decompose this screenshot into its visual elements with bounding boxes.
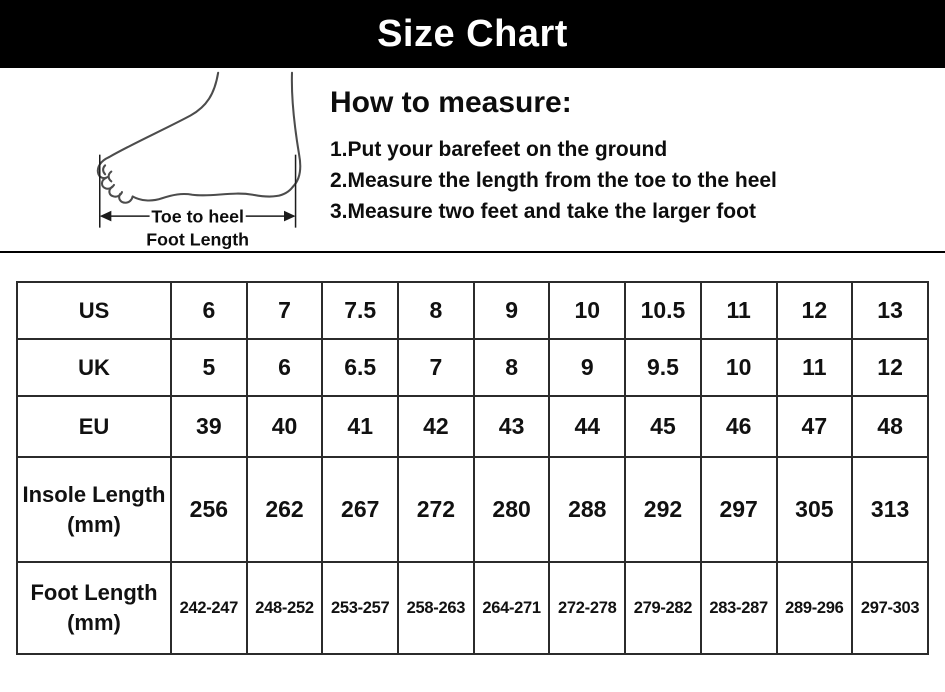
size-cell-us-4: 9 [472,281,551,340]
size-cell-foot-length-0: 242-247 [170,561,248,655]
size-cell-us-5: 10 [548,281,627,340]
size-cell-foot-length-4: 264-271 [472,561,551,655]
table-row-uk: UK 5 6 6.5 7 8 9 9.5 10 11 12 [16,338,929,397]
size-cell-uk-1: 6 [245,338,324,397]
size-cell-foot-length-1: 248-252 [245,561,324,655]
row-header-foot-length: Foot Length (mm) [16,561,172,655]
size-cell-insole-length-8: 305 [775,456,854,563]
size-cell-insole-length-0: 256 [170,456,248,563]
size-cell-foot-length-5: 272-278 [548,561,627,655]
size-cell-uk-2: 6.5 [321,338,400,397]
size-cell-uk-9: 12 [851,338,929,397]
size-cell-insole-length-1: 262 [245,456,324,563]
foot-outline-icon: Toe to heel Foot Length [96,71,302,249]
arrow-label: Toe to heel [151,206,244,226]
row-header-uk: UK [16,338,172,397]
size-table-body: US 6 7 7.5 8 9 10 10.5 11 12 13 UK 5 6 6.5 7 8 9 9.5 10 11 12… [16,281,929,655]
how-to-measure: How to measure: 1.Put your barefeet on t… [330,86,777,227]
size-cell-eu-6: 45 [624,395,702,458]
size-cell-eu-2: 41 [321,395,400,458]
size-cell-insole-length-2: 267 [321,456,400,563]
size-cell-insole-length-9: 313 [851,456,929,563]
measure-step-3: 3.Measure two feet and take the larger f… [330,200,756,223]
size-cell-us-6: 10.5 [624,281,702,340]
size-cell-uk-5: 9 [548,338,627,397]
size-cell-us-3: 8 [397,281,475,340]
row-header-insole-length: Insole Length (mm) [16,456,172,563]
size-cell-insole-length-4: 280 [472,456,551,563]
size-cell-uk-6: 9.5 [624,338,702,397]
size-cell-us-1: 7 [245,281,324,340]
size-cell-foot-length-8: 289-296 [775,561,854,655]
size-cell-foot-length-7: 283-287 [699,561,778,655]
size-cell-us-8: 12 [775,281,854,340]
size-cell-eu-8: 47 [775,395,854,458]
size-cell-insole-length-3: 272 [397,456,475,563]
size-cell-uk-0: 5 [170,338,248,397]
size-cell-uk-7: 10 [699,338,778,397]
size-cell-eu-3: 42 [397,395,475,458]
size-cell-uk-8: 11 [775,338,854,397]
arrowhead-right [283,210,296,222]
foot-measure-diagram: Toe to heel Foot Length [96,71,310,249]
how-to-heading: How to measure: [330,86,572,119]
size-cell-us-0: 6 [170,281,248,340]
size-cell-uk-3: 7 [397,338,475,397]
table-row-foot-length: Foot Length (mm) 242-247 248-252 253-257 258… [16,561,929,655]
size-cell-foot-length-6: 279-282 [624,561,702,655]
size-table-wrap: US 6 7 7.5 8 9 10 10.5 11 12 13 UK 5 6 6.5 7 8 9 9.5 10 11 12… [16,281,945,655]
size-table: US 6 7 7.5 8 9 10 10.5 11 12 13 UK 5 6 6.5 7 8 9 9.5 10 11 12… [16,281,929,655]
row-header-eu: EU [16,395,172,458]
size-cell-foot-length-9: 297-303 [851,561,929,655]
table-row-eu: EU 39 40 41 42 43 44 45 46 47 48 [16,395,929,458]
arrowhead-left [99,210,112,222]
table-row-us: US 6 7 7.5 8 9 10 10.5 11 12 13 [16,281,929,340]
size-cell-eu-4: 43 [472,395,551,458]
arrow-sublabel: Foot Length [146,229,249,249]
page-title: Size Chart [377,12,568,55]
size-cell-eu-7: 46 [699,395,778,458]
size-cell-foot-length-2: 253-257 [321,561,400,655]
measure-section: Toe to heel Foot Length How to measure: … [0,68,945,253]
size-cell-eu-0: 39 [170,395,248,458]
title-bar: Size Chart [0,0,945,68]
size-cell-insole-length-5: 288 [548,456,627,563]
size-cell-eu-1: 40 [245,395,324,458]
size-cell-us-2: 7.5 [321,281,400,340]
size-cell-insole-length-7: 297 [699,456,778,563]
size-cell-us-7: 11 [699,281,778,340]
measure-step-2: 2.Measure the length from the toe to the… [330,169,777,192]
row-header-us: US [16,281,172,340]
size-cell-foot-length-3: 258-263 [397,561,475,655]
size-cell-eu-5: 44 [548,395,627,458]
size-cell-eu-9: 48 [851,395,929,458]
measure-step-1: 1.Put your barefeet on the ground [330,138,668,161]
table-row-insole-length: Insole Length (mm) 256 262 267 272 280 288 292 2… [16,456,929,563]
size-cell-uk-4: 8 [472,338,551,397]
size-cell-us-9: 13 [851,281,929,340]
size-cell-insole-length-6: 292 [624,456,702,563]
